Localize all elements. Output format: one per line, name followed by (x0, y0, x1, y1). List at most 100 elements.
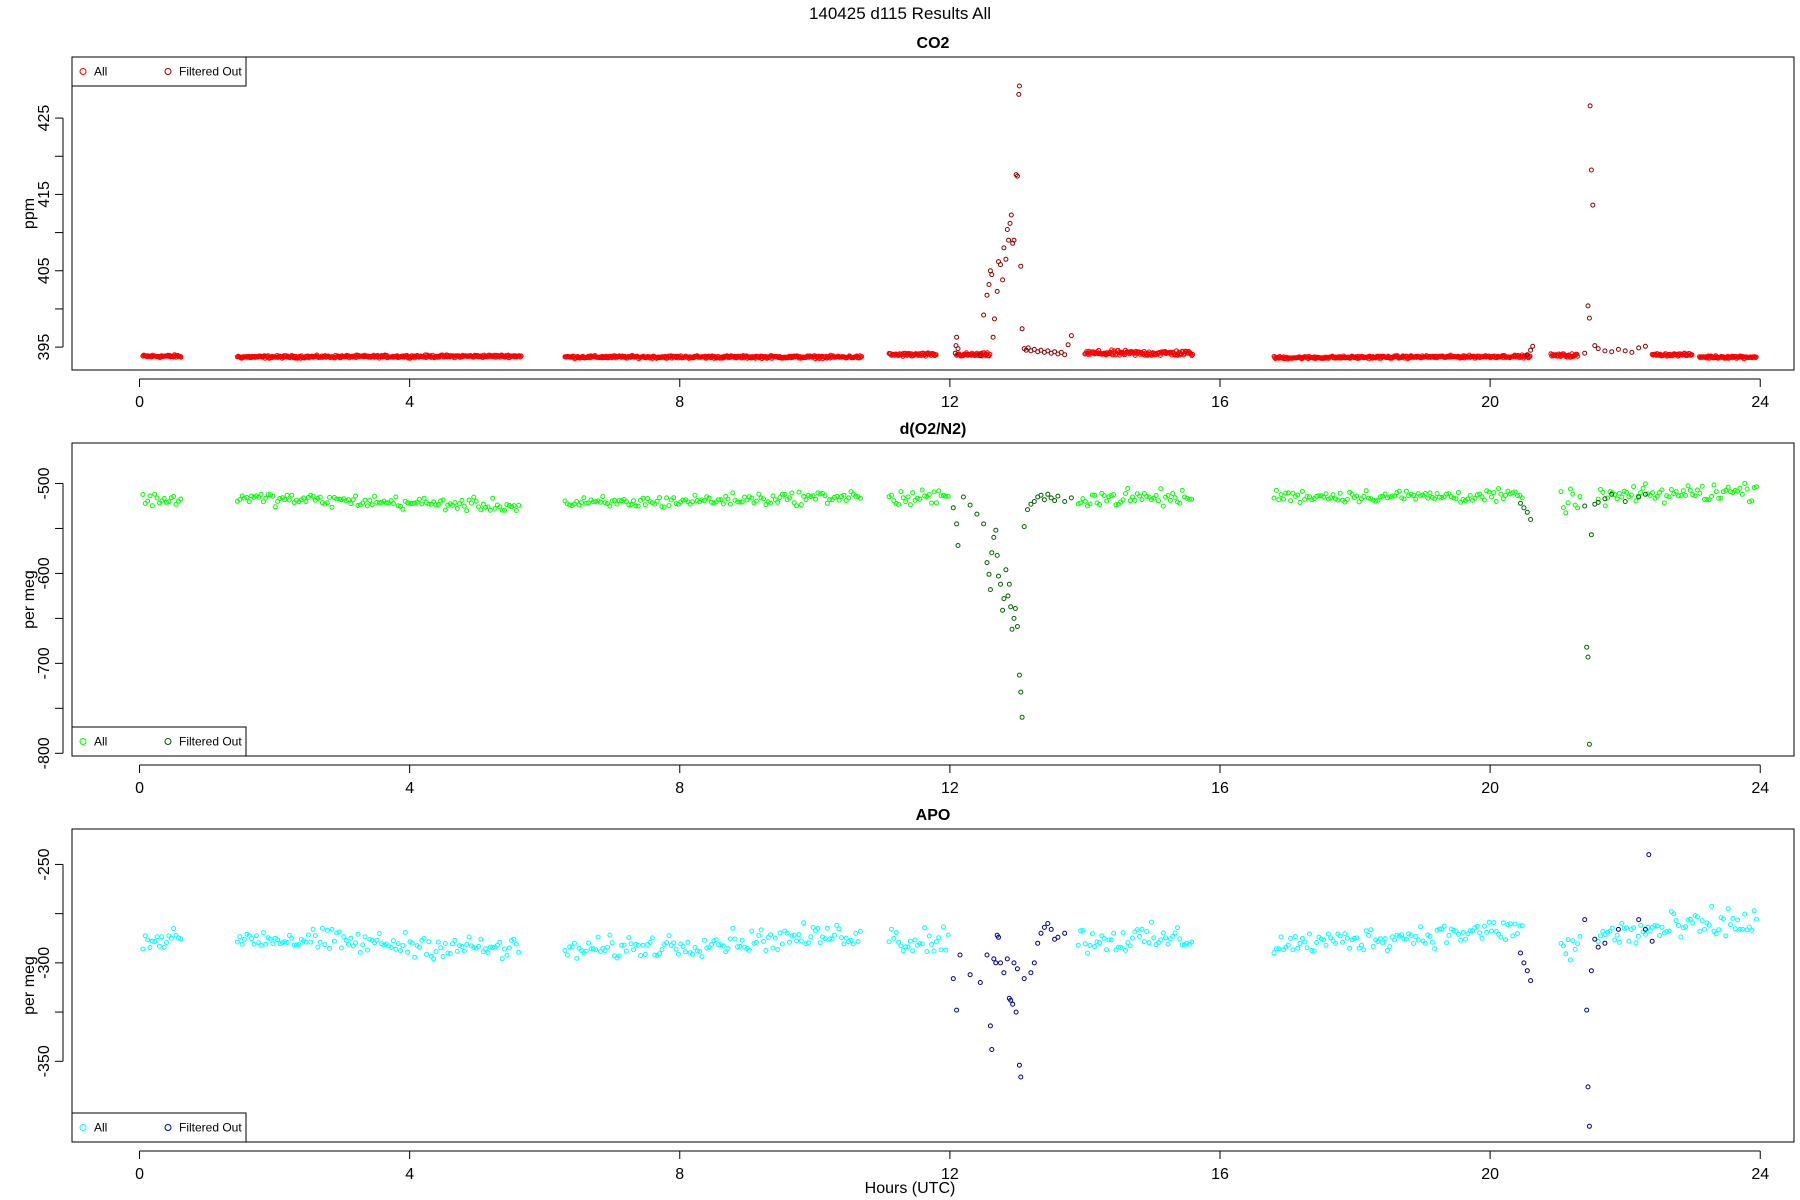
point-filtered (1592, 936, 1598, 942)
point-all (296, 942, 302, 947)
point-all (1177, 936, 1183, 942)
point-filtered (1609, 491, 1615, 497)
point-all (1474, 923, 1480, 929)
point-all (1702, 927, 1707, 932)
point-all (154, 934, 160, 940)
legend-marker (79, 1124, 87, 1131)
x-tick-label: 8 (675, 1166, 684, 1183)
point-all (1366, 495, 1372, 501)
point-all (896, 501, 902, 507)
point-filtered (1062, 352, 1068, 358)
point-filtered (1011, 960, 1017, 966)
point-all (907, 938, 913, 944)
point-all (1144, 929, 1150, 934)
point-all (1082, 498, 1088, 504)
point-all (1713, 489, 1719, 495)
point-all (784, 930, 790, 936)
point-all (827, 936, 833, 942)
point-all (756, 491, 762, 497)
point-all (1458, 499, 1464, 505)
point-filtered (987, 587, 993, 593)
point-all (1716, 927, 1722, 933)
point-all (237, 497, 243, 502)
point-all (834, 493, 840, 499)
point-all (713, 937, 719, 943)
point-all (1709, 493, 1715, 499)
point-all (263, 941, 269, 947)
point-all (647, 940, 653, 945)
point-filtered (950, 976, 956, 982)
point-filtered (1592, 343, 1598, 349)
point-all (735, 499, 740, 505)
point-all (822, 936, 828, 942)
point-all (1568, 957, 1573, 963)
point-all (1638, 922, 1644, 928)
point-all (1742, 911, 1748, 917)
point-all (140, 946, 146, 952)
point-filtered (1582, 917, 1588, 923)
point-all (1631, 484, 1637, 490)
point-filtered (1031, 499, 1037, 504)
point-all (607, 932, 613, 938)
point-all (1666, 494, 1672, 500)
point-all (426, 939, 432, 945)
point-all (770, 945, 776, 951)
point-all (1087, 943, 1093, 948)
point-all (1111, 492, 1117, 498)
point-all (626, 502, 632, 508)
x-axis-label: Hours (UTC) (865, 1180, 956, 1197)
point-all (317, 494, 323, 500)
plot-frame (71, 828, 1795, 1143)
point-all (1444, 940, 1450, 946)
point-all (657, 495, 662, 501)
point-all (1151, 935, 1157, 941)
point-filtered (1007, 220, 1013, 226)
point-all (922, 493, 928, 499)
panel-title: APO (916, 807, 951, 824)
point-all (1411, 492, 1416, 498)
point-all (768, 500, 774, 506)
y-tick-label: -350 (36, 1045, 53, 1077)
point-all (1489, 928, 1494, 934)
point-all (428, 953, 434, 959)
point-all (900, 495, 906, 501)
point-all (268, 936, 273, 942)
point-all (350, 497, 356, 503)
x-tick-label: 0 (135, 1166, 144, 1183)
legend-label: All (94, 1121, 107, 1135)
point-all (466, 497, 472, 503)
point-all (154, 495, 160, 501)
point-all (746, 947, 752, 953)
point-all (244, 495, 250, 500)
point-all (1437, 494, 1442, 500)
point-all (362, 497, 368, 503)
point-all (1078, 928, 1084, 934)
point-all (1108, 493, 1114, 499)
point-all (1292, 934, 1298, 940)
point-all (145, 498, 151, 504)
point-all (1491, 490, 1497, 496)
point-all (1685, 483, 1691, 489)
point-all (1690, 492, 1696, 498)
point-all (310, 926, 316, 932)
point-filtered (1021, 524, 1027, 530)
legend-box (71, 1112, 247, 1143)
point-all (697, 948, 703, 954)
point-all (1493, 499, 1499, 504)
point-filtered (1055, 934, 1061, 940)
point-all (282, 497, 288, 503)
point-all (1101, 493, 1107, 498)
point-all (1318, 936, 1324, 942)
point-all (1130, 494, 1135, 500)
point-all (483, 946, 489, 952)
point-all (509, 937, 515, 943)
point-all (605, 944, 610, 950)
point-all (1382, 491, 1388, 497)
point-all (827, 497, 833, 503)
point-all (929, 941, 935, 947)
point-all (284, 492, 290, 498)
point-all (362, 934, 368, 940)
point-all (1725, 484, 1731, 490)
point-all (1311, 948, 1317, 954)
point-all (718, 497, 724, 503)
